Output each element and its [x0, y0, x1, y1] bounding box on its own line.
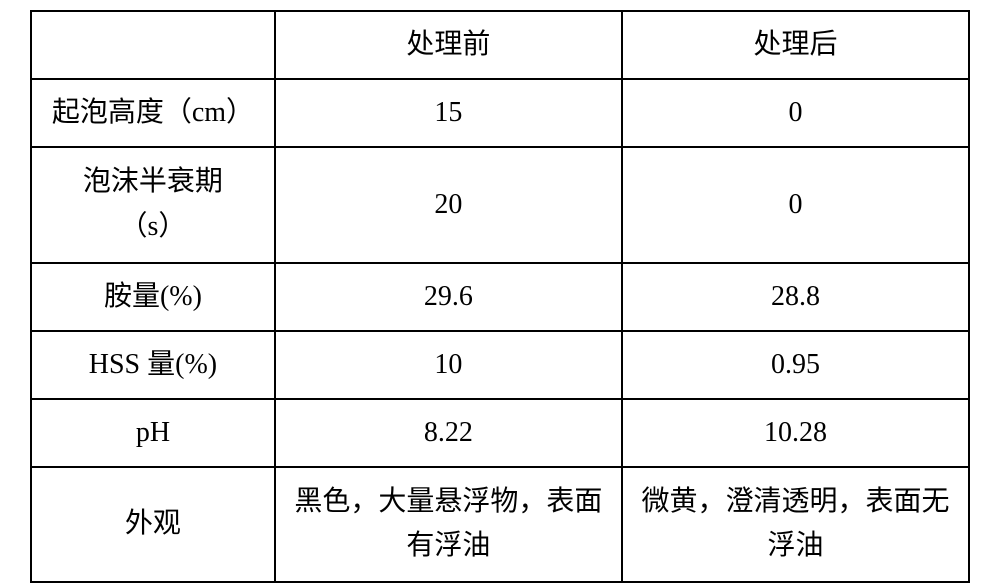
table-row: 泡沫半衰期（s） 20 0 — [31, 147, 969, 263]
row-label: 胺量(%) — [31, 263, 275, 331]
table-row: pH 8.22 10.28 — [31, 399, 969, 467]
header-before: 处理前 — [275, 11, 622, 79]
table-body: 起泡高度（cm） 15 0 泡沫半衰期（s） 20 0 胺量(%) 29.6 2… — [31, 79, 969, 582]
comparison-table: 处理前 处理后 起泡高度（cm） 15 0 泡沫半衰期（s） 20 0 胺量(%… — [30, 10, 970, 583]
table-row: 起泡高度（cm） 15 0 — [31, 79, 969, 147]
row-label: 起泡高度（cm） — [31, 79, 275, 147]
row-after: 0 — [622, 147, 969, 263]
table-row: HSS 量(%) 10 0.95 — [31, 331, 969, 399]
row-after: 0.95 — [622, 331, 969, 399]
row-after: 28.8 — [622, 263, 969, 331]
header-blank — [31, 11, 275, 79]
row-before: 10 — [275, 331, 622, 399]
row-before: 20 — [275, 147, 622, 263]
row-before: 15 — [275, 79, 622, 147]
header-after: 处理后 — [622, 11, 969, 79]
table-row: 胺量(%) 29.6 28.8 — [31, 263, 969, 331]
table-row: 外观 黑色，大量悬浮物，表面有浮油 微黄，澄清透明，表面无浮油 — [31, 467, 969, 583]
row-before: 29.6 — [275, 263, 622, 331]
row-after: 微黄，澄清透明，表面无浮油 — [622, 467, 969, 583]
row-after: 10.28 — [622, 399, 969, 467]
row-label: 外观 — [31, 467, 275, 583]
table-header-row: 处理前 处理后 — [31, 11, 969, 79]
row-after: 0 — [622, 79, 969, 147]
row-label: HSS 量(%) — [31, 331, 275, 399]
row-label: pH — [31, 399, 275, 467]
row-before: 8.22 — [275, 399, 622, 467]
row-label: 泡沫半衰期（s） — [31, 147, 275, 263]
row-before: 黑色，大量悬浮物，表面有浮油 — [275, 467, 622, 583]
